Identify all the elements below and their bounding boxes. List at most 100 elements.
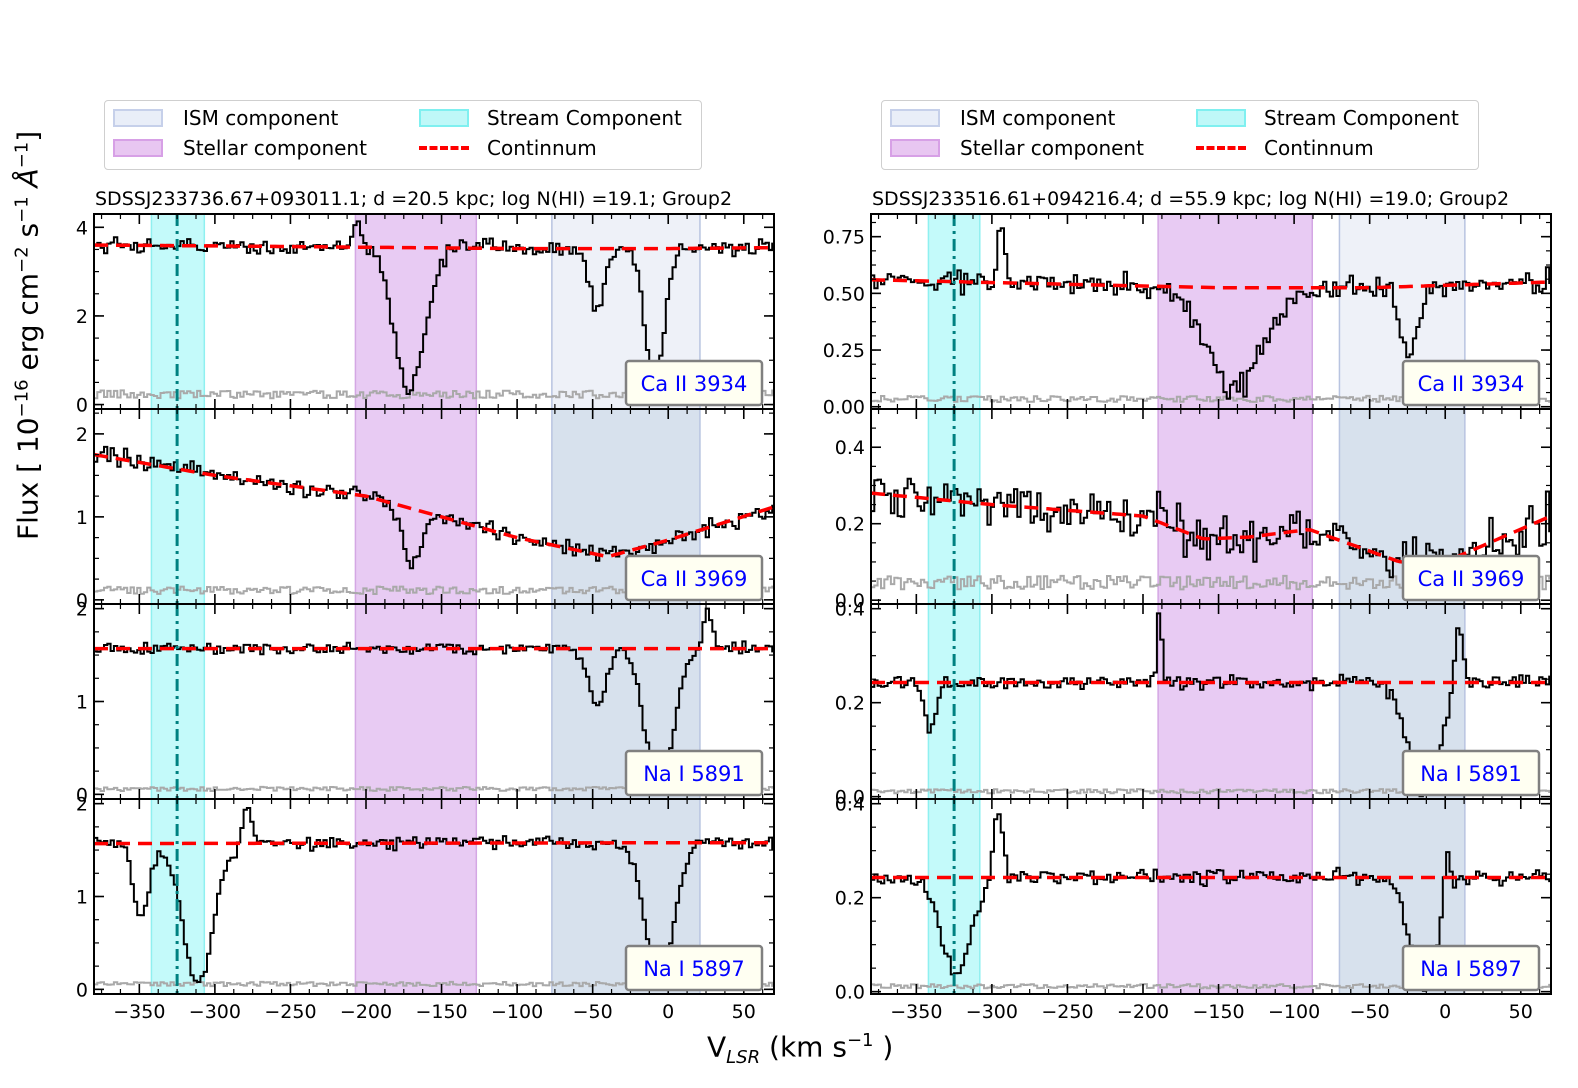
x-label-part: ) <box>873 1030 894 1064</box>
y-axis-label: Flux [ 10−16 erg cm−2 s−1 Å−1] <box>11 131 44 540</box>
legend-label-stellar: Stellar component <box>183 136 367 160</box>
stellar-region <box>354 603 478 800</box>
legend-label-ism: ISM component <box>960 106 1116 130</box>
y-tick-label: 0.4 <box>835 599 865 621</box>
ion-label-box <box>624 359 764 407</box>
stellar-region <box>1157 798 1313 995</box>
continuum-line <box>871 278 1551 290</box>
ion-label: Na I 5897 <box>643 957 745 981</box>
legend-swatch-ism <box>890 109 940 127</box>
y-label-exp: −1 <box>11 141 33 169</box>
x-axis-label: VLSR (km s−1 ) <box>707 1030 893 1068</box>
y-tick-label: 4 <box>76 217 88 239</box>
x-tick-label: 50 <box>1509 1001 1533 1023</box>
legend-label-stellar: Stellar component <box>960 136 1144 160</box>
y-label-exp: −2 <box>11 246 33 273</box>
y-tick-label: 0.4 <box>835 794 865 816</box>
legend-swatch-stream <box>419 109 469 127</box>
y-tick-label: 2 <box>76 794 88 816</box>
y-tick-label: 0 <box>76 395 88 417</box>
x-tick-label: −300 <box>966 1001 1018 1023</box>
x-label-part: (km s <box>760 1030 847 1064</box>
y-tick-label: 1 <box>76 507 88 529</box>
x-tick-label: −150 <box>415 1001 467 1023</box>
x-tick-label: −250 <box>1041 1001 1093 1023</box>
stellar-region <box>354 213 478 410</box>
stellar-region <box>354 408 478 605</box>
stellar-region <box>1157 213 1313 410</box>
ion-label-box <box>624 749 764 797</box>
ion-label-box <box>1401 944 1541 992</box>
stellar-region <box>1157 408 1313 605</box>
x-tick-label: 50 <box>732 1001 756 1023</box>
legend-swatch-stellar <box>113 139 163 157</box>
stellar-region <box>354 798 478 995</box>
y-tick-label: 0.2 <box>835 888 865 910</box>
y-tick-label: 2 <box>76 599 88 621</box>
x-tick-label: −50 <box>573 1001 613 1023</box>
ion-label: Na I 5897 <box>1420 957 1522 981</box>
ion-label-box <box>1401 359 1541 407</box>
x-tick-label: −200 <box>340 1001 392 1023</box>
y-tick-label: 1 <box>76 887 88 909</box>
continuum-line <box>94 840 774 846</box>
stellar-region <box>1157 603 1313 800</box>
y-tick-label: 0 <box>76 784 88 806</box>
ion-label: Ca II 3969 <box>641 567 748 591</box>
y-tick-label: 0.00 <box>823 397 865 419</box>
y-tick-label: 1 <box>76 692 88 714</box>
y-label-part: Flux [ 10 <box>11 417 45 540</box>
y-tick-label: 0.75 <box>823 227 865 249</box>
legend-swatch-stream <box>1196 109 1246 127</box>
ion-label: Ca II 3934 <box>641 372 748 396</box>
y-tick-label: 0.50 <box>823 283 865 305</box>
x-tick-label: −250 <box>264 1001 316 1023</box>
x-tick-label: 0 <box>1439 1001 1451 1023</box>
legend-swatch-stellar <box>890 139 940 157</box>
y-tick-label: 0.0 <box>835 590 865 612</box>
continuum-line <box>94 243 774 251</box>
legend-right: ISM component Stream Component Stellar c… <box>881 100 1479 170</box>
ion-label: Na I 5891 <box>643 762 745 786</box>
legend-line-continuum <box>1196 146 1246 150</box>
x-label-exp: −1 <box>846 1030 874 1051</box>
y-label-unit: Å <box>11 168 45 197</box>
ion-label-box <box>624 944 764 992</box>
ion-label: Na I 5891 <box>1420 762 1522 786</box>
legend-label-continuum: Continnum <box>1264 136 1374 160</box>
y-label-part: ] <box>11 130 45 142</box>
x-tick-label: −350 <box>113 1001 165 1023</box>
y-tick-label: 2 <box>76 306 88 328</box>
y-tick-label: 0.0 <box>835 982 865 1004</box>
y-tick-label: 0 <box>76 979 88 1001</box>
ion-label: Ca II 3969 <box>1418 567 1525 591</box>
y-tick-label: 0.4 <box>835 437 865 459</box>
chart-title-left: SDSSJ233736.67+093011.1; d =20.5 kpc; lo… <box>95 188 733 210</box>
x-tick-label: −100 <box>1268 1001 1320 1023</box>
y-label-exp: −16 <box>11 379 33 418</box>
y-tick-label: 0.25 <box>823 340 865 362</box>
y-tick-label: 0.0 <box>835 787 865 809</box>
ion-label-box <box>1401 554 1541 602</box>
y-tick-label: 0.2 <box>835 693 865 715</box>
continuum-line <box>94 452 774 559</box>
legend-line-continuum <box>419 146 469 150</box>
ion-label: Ca II 3934 <box>1418 372 1525 396</box>
y-tick-label: 0.2 <box>835 514 865 536</box>
legend-swatch-ism <box>113 109 163 127</box>
x-tick-label: −350 <box>890 1001 942 1023</box>
legend-label-continuum: Continnum <box>487 136 597 160</box>
y-label-exp: −1 <box>11 196 33 223</box>
x-tick-label: −100 <box>491 1001 543 1023</box>
y-label-part: erg cm <box>11 272 45 380</box>
y-tick-label: 2 <box>76 424 88 446</box>
x-label-part: V <box>707 1030 727 1064</box>
legend-label-ism: ISM component <box>183 106 339 130</box>
x-tick-label: −50 <box>1350 1001 1390 1023</box>
legend-label-stream: Stream Component <box>487 106 682 130</box>
x-tick-label: −200 <box>1117 1001 1169 1023</box>
x-tick-label: −300 <box>189 1001 241 1023</box>
y-tick-label: 0 <box>76 590 88 612</box>
panel-frame <box>870 798 1552 995</box>
